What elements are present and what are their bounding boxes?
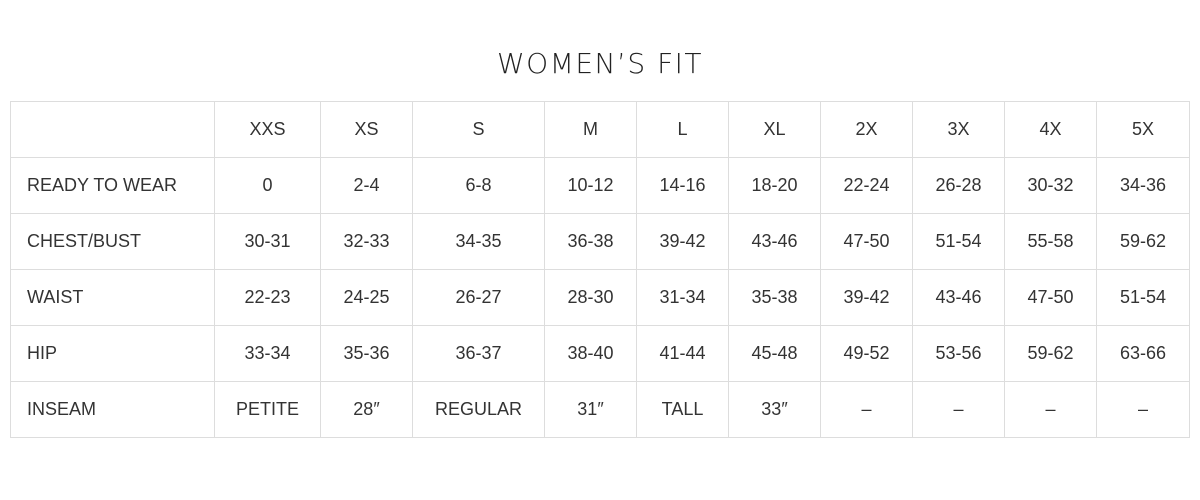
table-cell: REGULAR bbox=[412, 381, 545, 438]
size-header-cell: XXS bbox=[214, 101, 321, 158]
table-cell: 51-54 bbox=[912, 213, 1005, 270]
row-label: WAIST bbox=[10, 269, 215, 326]
size-header-cell: 4X bbox=[1004, 101, 1097, 158]
table-cell: 39-42 bbox=[820, 269, 913, 326]
table-cell: 14-16 bbox=[636, 157, 729, 214]
size-header-cell: M bbox=[544, 101, 637, 158]
size-header-cell: XL bbox=[728, 101, 821, 158]
row-label: HIP bbox=[10, 325, 215, 382]
table-cell: 41-44 bbox=[636, 325, 729, 382]
table-cell: – bbox=[1096, 381, 1190, 438]
table-cell: 28″ bbox=[320, 381, 413, 438]
table-cell: 51-54 bbox=[1096, 269, 1190, 326]
table-cell: 34-35 bbox=[412, 213, 545, 270]
table-cell: 33″ bbox=[728, 381, 821, 438]
table-cell: 53-56 bbox=[912, 325, 1005, 382]
table-row: READY TO WEAR 0 2-4 6-8 10-12 14-16 18-20 22-24… bbox=[10, 157, 1190, 214]
row-label: INSEAM bbox=[10, 381, 215, 438]
table-cell: 43-46 bbox=[912, 269, 1005, 326]
table-cell: 18-20 bbox=[728, 157, 821, 214]
size-header-cell: L bbox=[636, 101, 729, 158]
size-header-cell: 3X bbox=[912, 101, 1005, 158]
table-cell: – bbox=[820, 381, 913, 438]
table-cell: 36-38 bbox=[544, 213, 637, 270]
table-cell: 38-40 bbox=[544, 325, 637, 382]
table-cell: 35-36 bbox=[320, 325, 413, 382]
table-cell: 24-25 bbox=[320, 269, 413, 326]
table-cell: 33-34 bbox=[214, 325, 321, 382]
row-label: READY TO WEAR bbox=[10, 157, 215, 214]
table-cell: 32-33 bbox=[320, 213, 413, 270]
table-cell: 47-50 bbox=[1004, 269, 1097, 326]
table-cell: 30-32 bbox=[1004, 157, 1097, 214]
table-cell: – bbox=[1004, 381, 1097, 438]
table-cell: 59-62 bbox=[1004, 325, 1097, 382]
table-cell: TALL bbox=[636, 381, 729, 438]
table-cell: 49-52 bbox=[820, 325, 913, 382]
table-cell: 39-42 bbox=[636, 213, 729, 270]
size-header-cell: 2X bbox=[820, 101, 913, 158]
table-cell: 31-34 bbox=[636, 269, 729, 326]
table-row: INSEAM PETITE 28″ REGULAR 31″ TALL 33″ – – – – bbox=[10, 381, 1190, 438]
table-cell: 30-31 bbox=[214, 213, 321, 270]
size-header-cell: 5X bbox=[1096, 101, 1190, 158]
table-row: HIP 33-34 35-36 36-37 38-40 41-44 45-48 49-52 53… bbox=[10, 325, 1190, 382]
table-cell: 26-27 bbox=[412, 269, 545, 326]
table-cell: 2-4 bbox=[320, 157, 413, 214]
table-cell: PETITE bbox=[214, 381, 321, 438]
table-cell: 43-46 bbox=[728, 213, 821, 270]
table-cell: 47-50 bbox=[820, 213, 913, 270]
table-cell: 36-37 bbox=[412, 325, 545, 382]
header-cell-empty bbox=[10, 101, 215, 158]
table-cell: 6-8 bbox=[412, 157, 545, 214]
size-chart-table: XXS XS S M L XL 2X 3X 4X 5X READY TO WEAR 0 2-4 6-8 10… bbox=[10, 101, 1190, 438]
table-cell: 63-66 bbox=[1096, 325, 1190, 382]
table-cell: 26-28 bbox=[912, 157, 1005, 214]
table-cell: 10-12 bbox=[544, 157, 637, 214]
table-cell: 55-58 bbox=[1004, 213, 1097, 270]
size-header-cell: S bbox=[412, 101, 545, 158]
table-row: CHEST/BUST 30-31 32-33 34-35 36-38 39-42 43-46… bbox=[10, 213, 1190, 270]
row-label: CHEST/BUST bbox=[10, 213, 215, 270]
table-row: WAIST 22-23 24-25 26-27 28-30 31-34 35-38 39-42… bbox=[10, 269, 1190, 326]
size-header-cell: XS bbox=[320, 101, 413, 158]
table-cell: 28-30 bbox=[544, 269, 637, 326]
table-cell: 35-38 bbox=[728, 269, 821, 326]
table-cell: 22-23 bbox=[214, 269, 321, 326]
table-cell: 45-48 bbox=[728, 325, 821, 382]
table-cell: 22-24 bbox=[820, 157, 913, 214]
table-cell: 31″ bbox=[544, 381, 637, 438]
header-row: XXS XS S M L XL 2X 3X 4X 5X bbox=[10, 101, 1190, 158]
table-cell: 34-36 bbox=[1096, 157, 1190, 214]
page-title: WOMEN’S FIT bbox=[496, 47, 704, 80]
table-cell: 0 bbox=[214, 157, 321, 214]
table-cell: – bbox=[912, 381, 1005, 438]
table-cell: 59-62 bbox=[1096, 213, 1190, 270]
